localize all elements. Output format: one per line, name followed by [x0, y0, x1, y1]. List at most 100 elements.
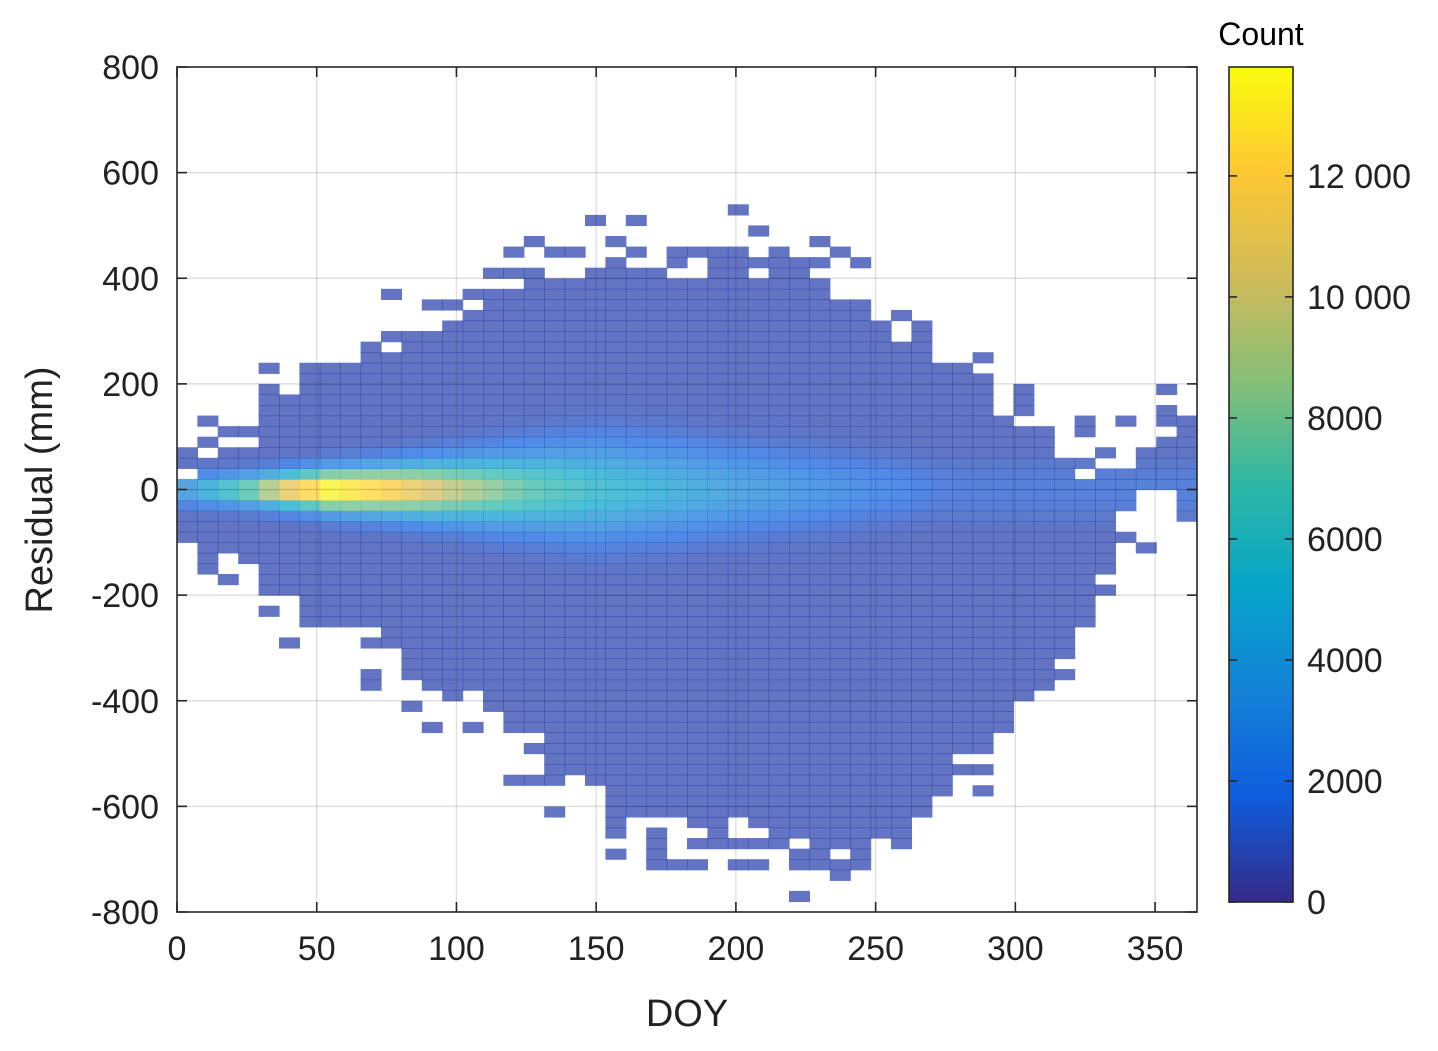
heatmap-bin — [646, 658, 668, 670]
heatmap-bin — [952, 383, 974, 396]
heatmap-bin — [870, 764, 892, 776]
heatmap-bin — [687, 816, 708, 829]
heatmap-bin — [381, 331, 402, 343]
heatmap-bin — [462, 721, 484, 734]
heatmap-bin — [748, 616, 770, 628]
heatmap-bin — [809, 521, 831, 533]
heatmap-bin — [585, 764, 606, 776]
heatmap-bin — [442, 595, 464, 607]
heatmap-bin — [972, 489, 994, 501]
heatmap-bin — [748, 489, 770, 501]
heatmap-bin — [993, 626, 1014, 638]
heatmap-bin — [748, 605, 770, 617]
heatmap-bin — [666, 574, 688, 586]
heatmap-bin — [952, 447, 974, 459]
heatmap-bin — [687, 584, 708, 596]
heatmap-bin — [850, 616, 872, 628]
heatmap-bin — [727, 743, 749, 755]
heatmap-bin — [666, 320, 688, 332]
heatmap-bin — [1013, 669, 1035, 681]
heatmap-bin — [952, 426, 974, 438]
heatmap-bin — [789, 468, 810, 480]
heatmap-bin — [360, 373, 382, 385]
heatmap-bin — [687, 288, 708, 300]
heatmap-bin — [952, 637, 974, 649]
heatmap-bin — [687, 711, 708, 723]
heatmap-bin — [789, 774, 810, 786]
heatmap-bin — [727, 468, 749, 480]
heatmap-bin — [911, 711, 933, 723]
heatmap-bin — [809, 552, 831, 565]
heatmap-bin — [503, 352, 525, 364]
heatmap-bin — [564, 669, 586, 681]
heatmap-bin — [748, 859, 770, 871]
heatmap-bin — [442, 478, 464, 491]
heatmap-bin — [523, 669, 545, 681]
heatmap-bin — [462, 489, 484, 501]
heatmap-bin — [789, 552, 810, 565]
heatmap-bin — [381, 595, 402, 607]
heatmap-bin — [891, 341, 912, 353]
heatmap-bin — [646, 626, 668, 638]
heatmap-bin — [891, 605, 912, 617]
heatmap-bin — [1013, 552, 1035, 565]
heatmap-bin — [952, 743, 974, 755]
heatmap-bin — [625, 669, 647, 681]
heatmap-bin — [768, 574, 790, 586]
heatmap-bin — [217, 531, 239, 543]
heatmap-bin — [360, 669, 382, 681]
heatmap-bin — [870, 679, 892, 691]
heatmap-bin — [1074, 478, 1096, 491]
heatmap-bin — [299, 521, 321, 533]
heatmap-bin — [911, 563, 933, 575]
x-tick-label: 300 — [987, 930, 1044, 968]
heatmap-bin — [829, 457, 851, 469]
heatmap-bin — [625, 415, 647, 427]
heatmap-bin — [340, 362, 362, 374]
heatmap-bin — [177, 447, 198, 459]
heatmap-bin — [891, 669, 912, 681]
heatmap-bin — [911, 732, 933, 744]
heatmap-bin — [258, 362, 280, 374]
heatmap-bin — [687, 552, 708, 565]
heatmap-bin — [421, 637, 443, 649]
heatmap-bin — [503, 436, 525, 448]
heatmap-bin — [727, 711, 749, 723]
heatmap-bin — [646, 468, 668, 480]
heatmap-bin — [1074, 489, 1096, 501]
heatmap-bin — [666, 595, 688, 607]
heatmap-bin — [421, 605, 443, 617]
heatmap-bin — [829, 795, 851, 807]
heatmap-bin — [952, 690, 974, 702]
heatmap-bin — [523, 542, 545, 554]
heatmap-bin — [850, 795, 872, 807]
heatmap-bin — [605, 510, 627, 522]
heatmap-bin — [850, 732, 872, 744]
heatmap-bin — [319, 563, 341, 575]
heatmap-bin — [809, 531, 831, 543]
x-tick-label: 150 — [568, 930, 625, 968]
heatmap-bin — [605, 373, 627, 385]
heatmap-bin — [829, 647, 851, 660]
heatmap-bin — [809, 679, 831, 691]
heatmap-bin — [523, 436, 545, 448]
heatmap-bin — [727, 288, 749, 300]
heatmap-bin — [829, 478, 851, 491]
heatmap-bin — [483, 394, 504, 406]
heatmap-bin — [585, 626, 606, 638]
heatmap-bin — [931, 743, 953, 755]
heatmap-bin — [625, 278, 647, 290]
heatmap-bin — [625, 700, 647, 712]
heatmap-bin — [911, 426, 933, 438]
heatmap-bin — [931, 468, 953, 480]
heatmap-bin — [972, 658, 994, 670]
heatmap-bin — [319, 426, 341, 438]
heatmap-bin — [381, 478, 402, 491]
heatmap-bin — [381, 426, 402, 438]
heatmap-bin — [666, 647, 688, 660]
heatmap-bin — [727, 795, 749, 807]
heatmap-bin — [911, 394, 933, 406]
heatmap-bin — [666, 669, 688, 681]
heatmap-bin — [727, 626, 749, 638]
heatmap-bin — [258, 552, 280, 565]
